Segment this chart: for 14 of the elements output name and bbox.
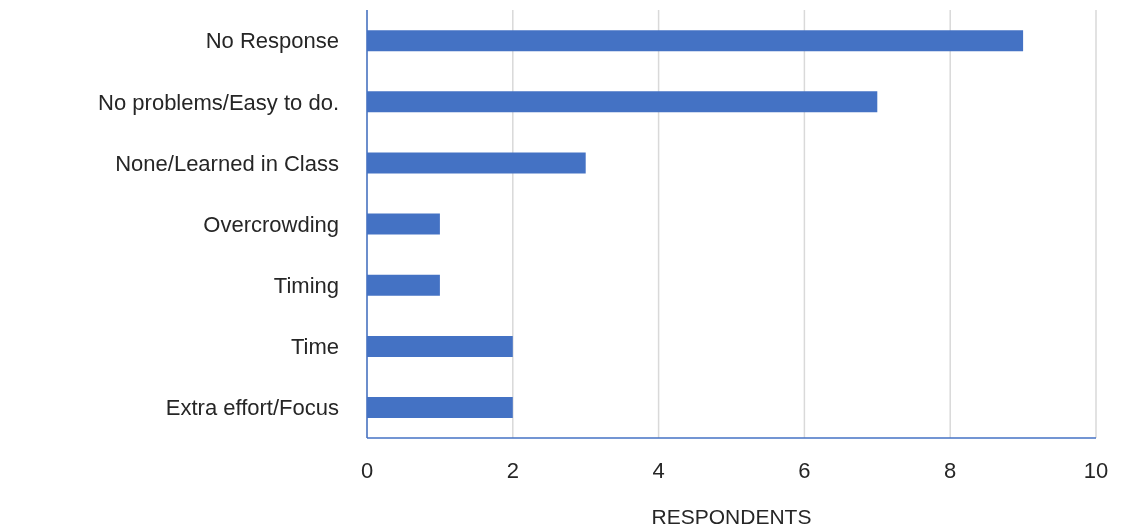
x-tick-label: 2 (506, 457, 519, 483)
y-tick-label: No problems/Easy to do. (98, 89, 339, 115)
x-tick-label: 6 (798, 457, 811, 483)
y-tick-label: No Response (205, 28, 339, 54)
x-axis-title: RESPONDENTS (651, 505, 812, 524)
y-tick-label: Timing (273, 272, 339, 298)
y-tick-label: Time (290, 334, 339, 360)
y-tick-label: Extra effort/Focus (165, 395, 339, 421)
y-tick-label: None/Learned in Class (115, 150, 339, 176)
x-tick-label: 8 (944, 457, 957, 483)
y-tick-label: Overcrowding (203, 211, 339, 237)
x-tick-label: 10 (1083, 457, 1109, 483)
x-tick-label: 0 (360, 457, 374, 483)
x-tick-label: 4 (652, 457, 665, 483)
